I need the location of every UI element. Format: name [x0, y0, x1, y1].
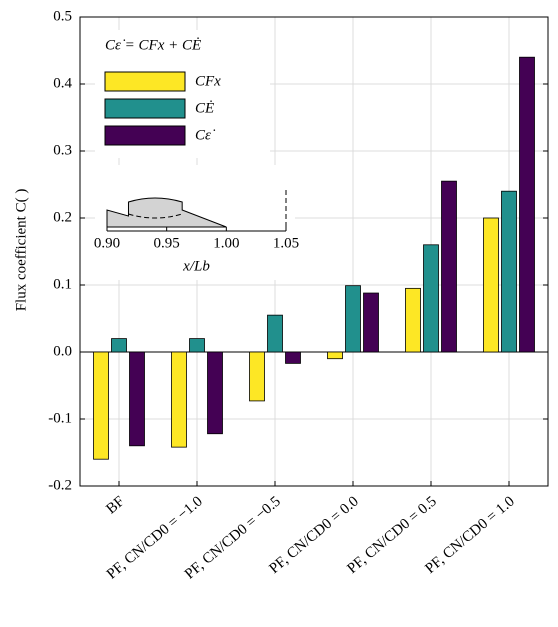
y-tick-label: 0.5 [53, 8, 72, 24]
legend-swatch [104, 71, 186, 92]
y-tick-label: 0.2 [53, 209, 72, 225]
bar [423, 244, 439, 353]
inset-shape [106, 197, 227, 228]
bar [93, 351, 109, 460]
x-tick-label: BF [103, 493, 127, 517]
y-axis-label: Flux coefficient C( ) [13, 189, 29, 312]
bar [285, 351, 301, 364]
legend-swatch [104, 98, 186, 119]
y-tick-label: 0.1 [53, 276, 72, 292]
y-tick-label: 0.0 [53, 343, 72, 359]
y-tick-label: -0.1 [48, 410, 72, 426]
legend-label: Cε̇ [195, 127, 216, 143]
bar [519, 56, 535, 353]
legend-label: CĖ [195, 100, 214, 116]
inset-xlabel: x/Lb [182, 258, 210, 274]
bar [345, 285, 361, 353]
legend-title: Cε̇ = CFx + CĖ [105, 37, 201, 53]
inset-dash [128, 190, 287, 227]
bar [483, 217, 499, 353]
plot-frame [79, 16, 549, 487]
bar [207, 351, 223, 435]
bar [441, 180, 457, 353]
bar [111, 338, 127, 353]
bar [189, 338, 205, 353]
bar [501, 190, 517, 353]
bar [129, 351, 145, 447]
inset-tick-label: 0.90 [94, 235, 120, 251]
inset-tick-label: 1.05 [273, 235, 299, 251]
y-tick-label: -0.2 [48, 477, 72, 493]
bar [363, 292, 379, 353]
y-tick-label: 0.3 [53, 142, 72, 158]
inset-tick-label: 1.00 [213, 235, 239, 251]
bar [405, 287, 421, 353]
legend-label: CFx [195, 73, 221, 89]
legend-swatch [104, 125, 186, 146]
bar [267, 314, 283, 353]
bar [171, 351, 187, 448]
bar [249, 351, 265, 402]
inset-tick-label: 0.95 [154, 235, 180, 251]
bar [327, 351, 343, 360]
y-tick-label: 0.4 [53, 75, 72, 91]
